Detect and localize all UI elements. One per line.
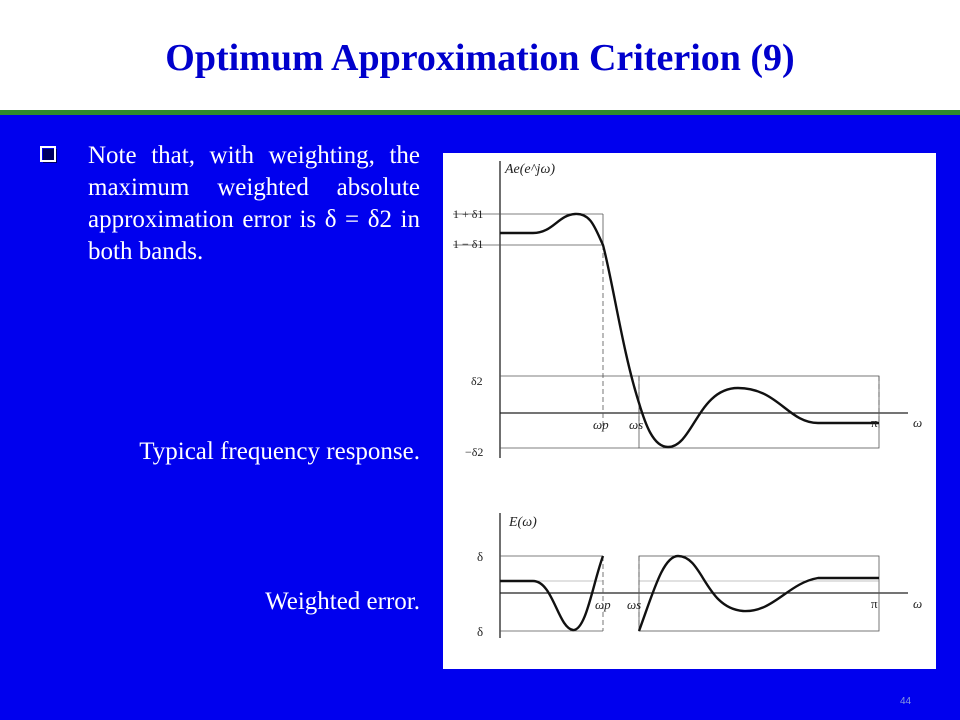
tick-omega-p-2: ωp [595,597,611,612]
tick-minus-delta2: −δ2 [465,445,483,459]
tick-1-plus-delta1: 1 + δ1 [453,207,483,221]
axis-omega: ω [913,415,922,430]
filter-plots: Ae(e^jω) 1 + δ1 1 − δ1 δ2 −δ2 ωp ωs π ω [453,161,922,639]
frequency-response-curve [500,212,879,449]
tick-omega-s: ωs [629,417,643,432]
filter-figure: Ae(e^jω) 1 + δ1 1 − δ1 δ2 −δ2 ωp ωs π ω [443,153,936,669]
weighted-error-plot: E(ω) δ δ ωp ωs π ω [477,513,922,639]
slide-title: Optimum Approximation Criterion (9) [165,37,795,79]
error-stopband-box [638,555,880,632]
title-divider [0,110,960,115]
frequency-response-plot: Ae(e^jω) 1 + δ1 1 − δ1 δ2 −δ2 ωp ωs π ω [453,161,922,459]
checkbox-bullet-icon [40,146,57,163]
passband-error-curve [500,555,605,632]
tick-pi: π [871,415,878,430]
bullet-text: Note that, with weighting, the maximum w… [88,142,420,265]
tick-delta-lower: δ [477,624,483,639]
caption-frequency-response: Typical frequency response. [139,438,420,465]
tick-1-minus-delta1: 1 − δ1 [453,237,483,251]
tick-omega-p: ωp [593,417,609,432]
axis-omega-2: ω [913,596,922,611]
page-number: 44 [900,696,912,707]
caption-weighted-error: Weighted error. [265,588,420,615]
bullet-point: Note that, with weighting, the maximum w… [40,140,420,268]
tick-delta2: δ2 [471,374,483,388]
tick-pi-2: π [871,596,878,611]
stopband-box [638,375,880,449]
stopband-error-curve [637,554,879,632]
title-bar [0,0,960,110]
tick-omega-s-2: ωs [627,597,641,612]
top-ylabel: Ae(e^jω) [504,162,555,177]
bottom-ylabel: E(ω) [508,515,537,530]
tick-delta-upper: δ [477,549,483,564]
